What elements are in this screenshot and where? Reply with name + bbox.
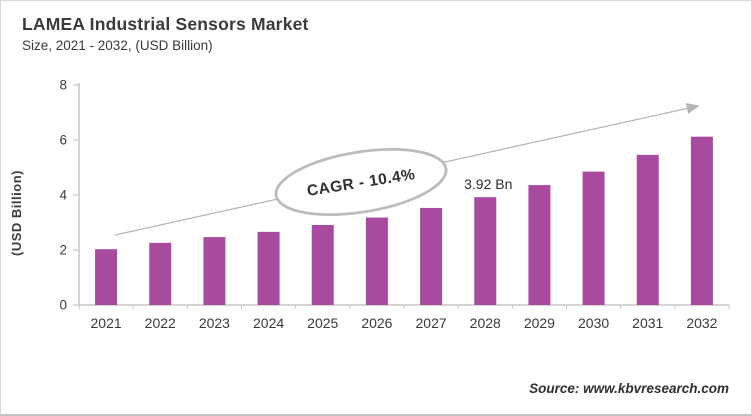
cagr-ellipse — [274, 148, 448, 216]
bar-2032 — [690, 136, 713, 305]
bar-2021 — [95, 249, 118, 305]
y-tick-label: 0 — [59, 298, 67, 313]
x-tick-label-2027: 2027 — [416, 315, 447, 331]
x-tick-label-2025: 2025 — [307, 315, 338, 331]
x-tick-label-2029: 2029 — [524, 315, 555, 331]
x-tick-label-2021: 2021 — [91, 315, 122, 331]
bar-2031 — [636, 154, 659, 305]
y-tick-label: 6 — [59, 133, 67, 148]
cagr-callout: CAGR - 10.4% — [274, 148, 448, 216]
data-label-2028: 3.92 Bn — [464, 176, 512, 192]
x-tick-label-2026: 2026 — [361, 315, 392, 331]
x-tick-label-2024: 2024 — [253, 315, 284, 331]
bar-2027 — [420, 207, 443, 305]
y-axis-title: (USD Billion) — [9, 170, 24, 256]
x-tick-label-2032: 2032 — [686, 315, 717, 331]
bar-2028 — [474, 197, 497, 305]
bar-2023 — [203, 237, 226, 305]
y-tick-label: 4 — [59, 188, 67, 203]
x-tick-label-2028: 2028 — [470, 315, 501, 331]
chart-subtitle: Size, 2021 - 2032, (USD Billion) — [22, 38, 213, 53]
x-tick-label-2022: 2022 — [145, 315, 176, 331]
x-tick-label-2030: 2030 — [578, 315, 609, 331]
x-tick-label-2031: 2031 — [632, 315, 663, 331]
source-credit: Source: www.kbvresearch.com — [529, 381, 729, 396]
bar-2030 — [582, 171, 605, 305]
page-title: LAMEA Industrial Sensors Market — [22, 14, 309, 34]
bar-2029 — [528, 185, 551, 305]
bar-2022 — [149, 242, 172, 305]
bar-2026 — [365, 217, 388, 305]
chart-header: LAMEA Industrial Sensors Market Size, 20… — [22, 14, 309, 53]
bar-2025 — [311, 224, 334, 305]
y-tick-label: 8 — [59, 78, 67, 93]
x-tick-label-2023: 2023 — [199, 315, 230, 331]
bar-2024 — [257, 231, 280, 305]
y-tick-label: 2 — [59, 243, 67, 258]
